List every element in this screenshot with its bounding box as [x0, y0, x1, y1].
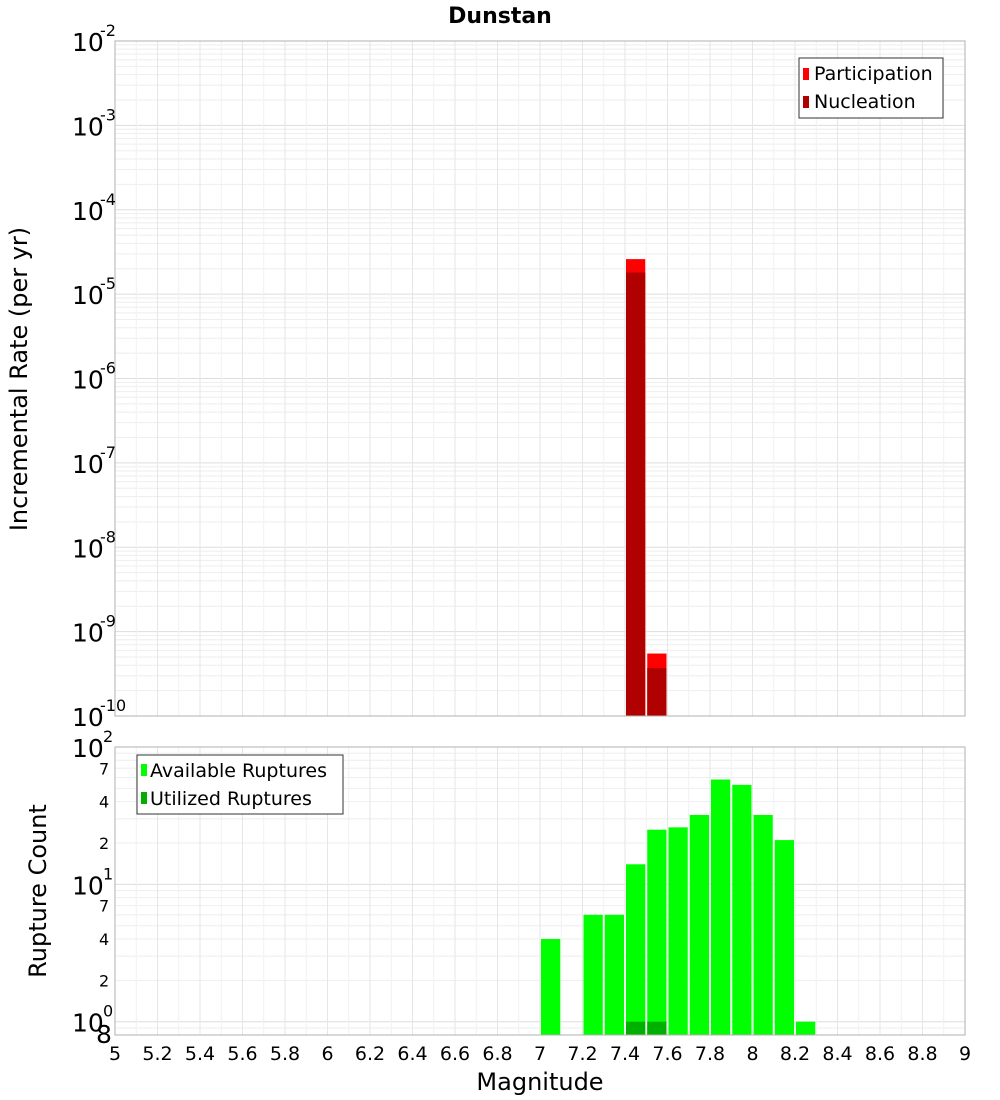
y-minor-tick-label: 4 — [99, 793, 109, 812]
y-tick-label-base: 10 — [72, 450, 104, 479]
y-tick-label-base: 10 — [72, 197, 104, 226]
participation-legend-label: Participation — [814, 63, 933, 85]
y-minor-tick-label: 7 — [99, 897, 109, 916]
count-panel-legend: Available Ruptures Utilized Ruptures — [136, 754, 344, 815]
y-tick-label-exponent: -5 — [100, 274, 116, 293]
y-tick-label-exponent: 0 — [103, 1002, 113, 1021]
y-tick-label-exponent: 2 — [103, 727, 113, 746]
x-axis-title: Magnitude — [476, 1068, 603, 1096]
rate-panel-y-axis-title: Incremental Rate (per yr) — [5, 227, 33, 531]
available-legend-label: Available Ruptures — [150, 760, 327, 782]
x-tick-label: 5.8 — [270, 1043, 300, 1065]
x-tick-label: 7.6 — [652, 1043, 682, 1065]
available-ruptures-bar — [774, 840, 794, 1035]
available-ruptures-bar — [753, 814, 773, 1035]
y-minor-tick-label: 8 — [96, 1020, 112, 1049]
y-minor-tick-label: 7 — [99, 759, 109, 778]
available-ruptures-bar — [647, 829, 667, 1035]
x-tick-label: 6 — [321, 1043, 333, 1065]
y-tick-label-base: 10 — [72, 28, 104, 57]
x-tick-label: 6.6 — [440, 1043, 470, 1065]
rate-panel-grid — [114, 40, 966, 717]
x-tick-label: 8.2 — [780, 1043, 810, 1065]
y-tick-label-exponent: -3 — [100, 105, 116, 124]
y-tick-label-exponent: -6 — [100, 359, 116, 378]
x-tick-label: 7.8 — [695, 1043, 725, 1065]
participation-legend-swatch — [803, 68, 809, 80]
x-tick-label: 7.4 — [610, 1043, 640, 1065]
available-ruptures-bar — [668, 827, 688, 1035]
y-tick-label-base: 10 — [72, 619, 104, 648]
available-legend-swatch — [141, 764, 147, 776]
y-tick-label-exponent: -4 — [100, 190, 116, 209]
available-ruptures-bar — [626, 864, 646, 1035]
available-ruptures-bar — [711, 779, 731, 1035]
rate-panel-y-ticks: 10-210-310-410-510-610-710-810-910-10 — [72, 21, 126, 732]
y-tick-label-base: 10 — [72, 1009, 104, 1038]
x-tick-label: 7.2 — [567, 1043, 597, 1065]
available-ruptures-bar — [583, 914, 603, 1035]
x-tick-label: 7 — [534, 1043, 546, 1065]
utilized-legend-label: Utilized Ruptures — [150, 788, 312, 810]
y-tick-label-base: 10 — [72, 703, 104, 732]
rate-panel-bars — [626, 259, 667, 716]
available-ruptures-bar — [689, 814, 709, 1035]
y-tick-label-base: 10 — [72, 112, 104, 141]
y-tick-label-exponent: 1 — [103, 864, 113, 883]
utilized-ruptures-bar — [626, 1021, 646, 1035]
y-minor-tick-label: 2 — [99, 971, 109, 990]
x-tick-label: 5 — [109, 1043, 121, 1065]
count-legend-frame — [136, 754, 344, 815]
y-tick-label-exponent: -7 — [100, 443, 116, 462]
chart-title: Dunstan — [448, 4, 552, 29]
available-ruptures-bar — [732, 784, 752, 1035]
available-ruptures-bar — [541, 939, 561, 1035]
x-tick-label: 8.8 — [907, 1043, 937, 1065]
y-tick-label-exponent: -2 — [100, 21, 116, 40]
y-tick-label-base: 10 — [72, 871, 104, 900]
y-minor-tick-label: 2 — [99, 834, 109, 853]
x-tick-label: 5.2 — [142, 1043, 172, 1065]
y-tick-label-exponent: -9 — [100, 612, 116, 631]
x-tick-label: 8.4 — [822, 1043, 852, 1065]
nucleation-legend-swatch — [803, 96, 809, 108]
x-tick-label: 5.4 — [185, 1043, 215, 1065]
x-tick-label: 8.6 — [865, 1043, 895, 1065]
y-tick-label-base: 10 — [72, 281, 104, 310]
utilized-legend-swatch — [141, 792, 147, 804]
x-tick-label: 6.2 — [355, 1043, 385, 1065]
nucleation-bar — [626, 272, 646, 716]
utilized-ruptures-bar — [647, 1021, 667, 1035]
rate-panel-frame — [114, 40, 966, 717]
x-tick-label: 6.4 — [397, 1043, 427, 1065]
y-tick-label-exponent: -10 — [100, 696, 126, 715]
y-tick-label-base: 10 — [72, 734, 104, 763]
rate-panel-legend: Participation Nucleation — [798, 57, 944, 119]
available-ruptures-bar — [796, 1021, 816, 1035]
count-panel-frame — [114, 746, 966, 1036]
y-tick-label-base: 10 — [72, 366, 104, 395]
available-ruptures-bar — [604, 914, 624, 1035]
y-tick-label-base: 10 — [72, 534, 104, 563]
x-tick-label: 5.6 — [227, 1043, 257, 1065]
count-panel-y-axis-title: Rupture Count — [24, 804, 52, 978]
y-tick-label-exponent: -8 — [100, 527, 116, 546]
y-minor-tick-label: 4 — [99, 930, 109, 949]
x-tick-label: 8 — [746, 1043, 758, 1065]
nucleation-bar — [647, 668, 667, 716]
x-axis-ticks: 5 5.2 5.4 5.6 5.8 6 6.2 6.4 6.6 6.8 7 7.2 7.4 7.6 7.8 8… — [109, 1043, 971, 1065]
x-tick-label: 9 — [959, 1043, 971, 1065]
count-panel-bars — [541, 779, 816, 1035]
x-tick-label: 6.8 — [482, 1043, 512, 1065]
rate-legend-frame — [798, 57, 944, 119]
nucleation-legend-label: Nucleation — [814, 91, 916, 113]
